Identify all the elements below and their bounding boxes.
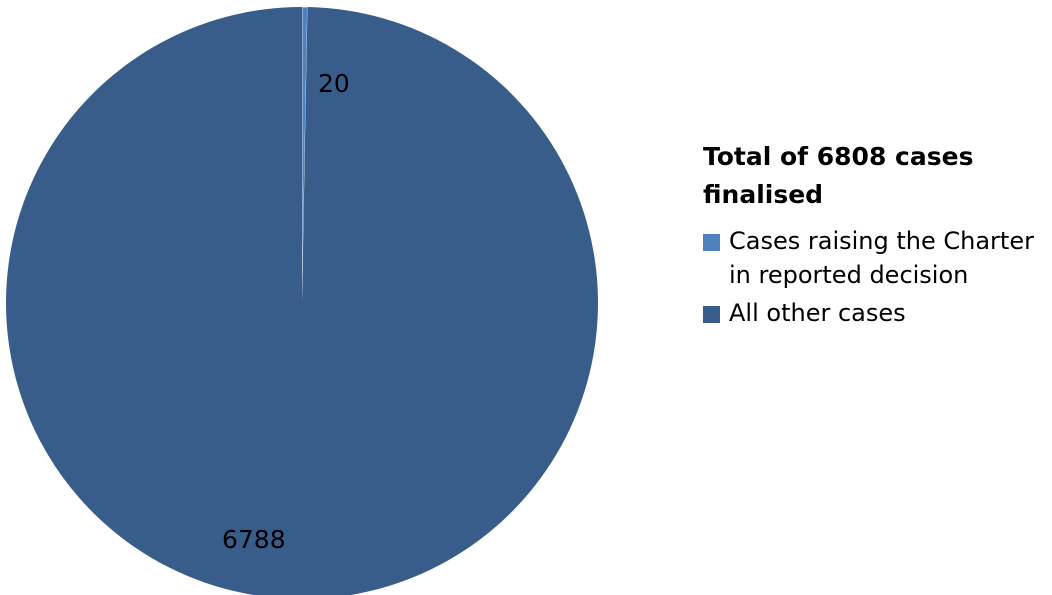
pie-slice-charter-cases [301,6,308,304]
legend-label-other-cases: All other cases [729,299,906,327]
legend-entry-other-cases: All other cases [703,296,1043,330]
chart-title: Total of 6808 cases finalised [703,142,974,209]
pie-data-labels: 20 6788 [222,69,350,554]
legend-label-charter-cases: Cases raising the Charter in reported de… [729,227,1034,289]
data-label-other-cases: 6788 [222,525,286,554]
pie-slice-other-cases [6,7,598,595]
legend-entry-charter-cases: Cases raising the Charter in reported de… [703,224,1043,292]
legend: Total of 6808 cases finalised Cases rais… [703,138,1043,334]
data-label-charter-cases: 20 [318,69,350,98]
legend-swatch-other-cases [703,306,720,323]
legend-swatch-charter-cases [703,234,720,251]
pie-slices [6,6,598,595]
